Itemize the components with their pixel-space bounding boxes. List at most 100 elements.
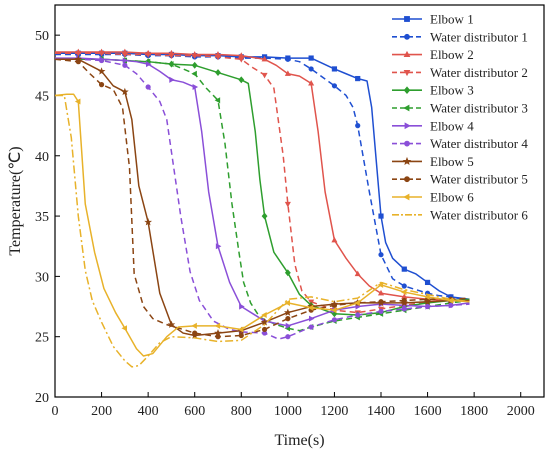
series-point — [404, 140, 410, 147]
y-tick-label: 30 — [35, 270, 49, 285]
x-tick-label: 2000 — [507, 404, 535, 419]
series-point — [331, 83, 338, 89]
series-point — [401, 297, 407, 304]
x-tick-label: 0 — [52, 404, 59, 419]
legend-item: Water distributor 1 — [392, 29, 528, 44]
y-tick-label: 45 — [35, 89, 49, 104]
series-point — [122, 62, 128, 68]
plot-frame — [54, 4, 545, 398]
y-tick-label: 50 — [35, 29, 49, 44]
series-point — [238, 57, 245, 63]
series-point — [404, 176, 410, 183]
series-point — [331, 66, 338, 72]
legend-label: Water distributor 4 — [430, 136, 528, 151]
series-point — [401, 266, 407, 272]
series-point — [404, 16, 410, 22]
series-point — [378, 299, 384, 305]
series-point — [169, 76, 175, 83]
series-point — [168, 53, 175, 60]
x-axis-title: Time(s) — [274, 432, 324, 449]
legend-label: Elbow 2 — [430, 47, 474, 62]
series-point — [377, 289, 385, 296]
legend-item: Water distributor 4 — [392, 136, 528, 151]
series-point — [74, 98, 81, 105]
series-point — [378, 252, 384, 258]
series-point — [261, 55, 268, 62]
series-point — [403, 104, 410, 112]
series-point — [403, 193, 410, 201]
series-2 — [55, 51, 470, 302]
series-point — [238, 76, 245, 84]
series-point — [239, 303, 245, 310]
series-point — [355, 75, 361, 82]
series-point — [284, 299, 290, 306]
series-point — [192, 330, 198, 336]
legend-item: Elbow 1 — [392, 12, 474, 27]
series-point — [285, 56, 291, 62]
legend-item: Water distributor 2 — [392, 65, 528, 80]
series-point — [403, 86, 411, 95]
series-point — [191, 322, 197, 329]
legend-label: Elbow 1 — [430, 12, 474, 27]
series-point — [309, 315, 315, 322]
series-line — [54, 93, 470, 357]
series-line — [55, 53, 470, 302]
x-tick-label: 400 — [138, 404, 159, 419]
series-point — [215, 243, 222, 250]
legend-label: Elbow 4 — [430, 118, 474, 133]
series-point — [331, 317, 338, 323]
series-point — [424, 279, 431, 286]
series-point — [215, 69, 221, 76]
legend-label: Elbow 6 — [430, 190, 474, 205]
legend-item: Water distributor 5 — [392, 172, 528, 187]
series-line — [55, 58, 470, 340]
series-12 — [55, 94, 470, 368]
series-point — [404, 122, 411, 130]
series-point — [75, 51, 82, 57]
series-point — [192, 83, 199, 91]
series-point — [307, 304, 314, 311]
series-line — [55, 52, 470, 314]
series-point — [355, 312, 361, 318]
series-point — [378, 213, 384, 219]
series-point — [98, 51, 105, 57]
series-line — [55, 94, 470, 368]
series-point — [403, 50, 411, 57]
y-tick-label: 35 — [35, 210, 49, 225]
legend-label: Water distributor 3 — [430, 101, 528, 116]
series-point — [284, 269, 291, 277]
series-point — [144, 218, 153, 226]
legend-label: Water distributor 2 — [430, 65, 528, 80]
series-point — [145, 84, 151, 90]
series-point — [214, 322, 221, 329]
series-point — [261, 72, 268, 79]
y-axis-title: Temperature(℃) — [7, 146, 24, 255]
series-point — [191, 61, 198, 69]
x-tick-label: 1000 — [274, 404, 302, 419]
series-point — [424, 303, 431, 310]
x-tick-label: 1400 — [367, 404, 395, 419]
series-point — [214, 97, 221, 104]
series-point — [285, 316, 291, 322]
legend-item: Elbow 3 — [392, 83, 474, 98]
series-point — [285, 322, 292, 329]
series-point — [404, 33, 410, 40]
series-point — [284, 201, 291, 208]
series-point — [283, 308, 292, 316]
series-point — [401, 306, 407, 312]
series-point — [400, 289, 407, 296]
series-point — [331, 302, 338, 308]
series-point — [354, 270, 361, 277]
series-point — [285, 334, 291, 340]
legend-item: Water distributor 6 — [392, 207, 528, 222]
series-line — [55, 58, 470, 316]
legend-item: Water distributor 3 — [392, 101, 528, 116]
series-point — [145, 52, 152, 58]
series-point — [447, 297, 453, 304]
series-lines — [54, 48, 470, 368]
series-point — [284, 70, 291, 76]
series-point — [97, 67, 106, 75]
series-point — [214, 54, 222, 61]
series-line — [55, 58, 470, 332]
